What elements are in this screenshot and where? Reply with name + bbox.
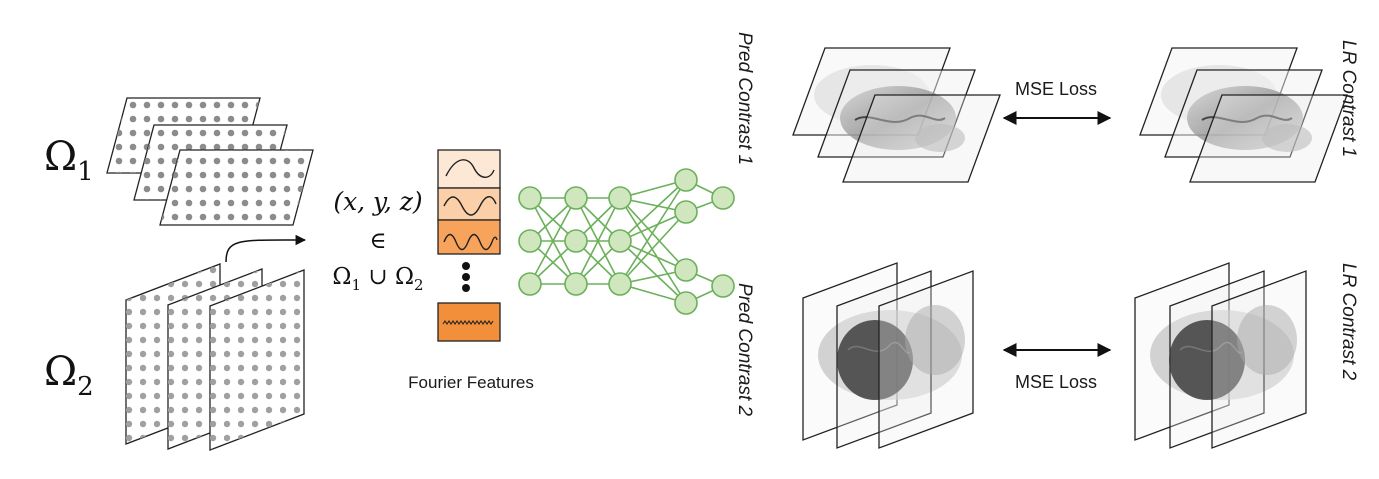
network-edge xyxy=(529,197,577,285)
wave-1-icon xyxy=(445,159,495,178)
omega2-slices xyxy=(125,263,305,451)
ellipsis-dot-2 xyxy=(462,273,470,281)
network-edge xyxy=(619,240,687,271)
fourier-band-1 xyxy=(437,149,501,189)
fourier-features xyxy=(437,149,501,342)
pred-contrast-1-label: Pred Contrast 1 xyxy=(734,32,755,165)
network-node xyxy=(674,200,698,224)
network-edge xyxy=(619,197,687,271)
network-node xyxy=(711,274,735,298)
network-edge xyxy=(619,197,687,304)
network-edge xyxy=(619,179,687,242)
wave-2-icon xyxy=(443,196,497,216)
network-node xyxy=(564,229,588,253)
network-node xyxy=(608,272,632,296)
network-edge xyxy=(619,179,687,285)
mse-loss-bottom-label: MSE Loss xyxy=(1015,372,1097,392)
ellipsis-dot-3 xyxy=(462,284,470,292)
mse-loss-top-label: MSE Loss xyxy=(1015,79,1097,99)
network-edge xyxy=(619,211,687,242)
omega2-label: Ω2 xyxy=(44,349,94,402)
network-edge xyxy=(575,197,621,285)
sampling-arrow xyxy=(225,234,307,263)
lr-contrast-1-volume xyxy=(1139,47,1348,183)
wave-3-icon xyxy=(443,233,498,251)
network-node xyxy=(564,272,588,296)
wave-n-icon xyxy=(442,320,494,325)
network-node xyxy=(518,272,542,296)
fourier-band-n xyxy=(437,302,501,342)
pred-contrast-2-label: Pred Contrast 2 xyxy=(734,283,755,416)
coords-union: Ω1 ∪ Ω2 xyxy=(332,264,423,294)
network-edge xyxy=(619,211,687,285)
network-node xyxy=(608,229,632,253)
pred-contrast-2-volume xyxy=(802,262,974,449)
network-node xyxy=(674,291,698,315)
network-node xyxy=(674,258,698,282)
lr-contrast-2-volume xyxy=(1134,262,1307,449)
pred-contrast-1-volume xyxy=(792,47,1001,183)
network-node xyxy=(564,186,588,210)
network-node xyxy=(711,186,735,210)
coordinates-block: (x, y, z) ∈ Ω1 ∪ Ω2 xyxy=(332,187,423,294)
network-edge xyxy=(619,240,687,304)
omega1-slices xyxy=(106,97,314,226)
ellipsis-dot-1 xyxy=(462,262,470,270)
lr-contrast-2-label: LR Contrast 2 xyxy=(1338,263,1359,381)
neural-network xyxy=(518,168,735,315)
network-node xyxy=(674,168,698,192)
network-node xyxy=(518,186,542,210)
lr-contrast-1-label: LR Contrast 1 xyxy=(1338,40,1359,157)
fourier-band-3 xyxy=(437,219,501,255)
fourier-features-label: Fourier Features xyxy=(408,373,534,392)
omega1-label: Ω1 xyxy=(44,134,94,187)
network-node xyxy=(518,229,542,253)
coords-xyz: (x, y, z) xyxy=(333,187,422,216)
coords-in: ∈ xyxy=(369,228,386,254)
network-node xyxy=(608,186,632,210)
